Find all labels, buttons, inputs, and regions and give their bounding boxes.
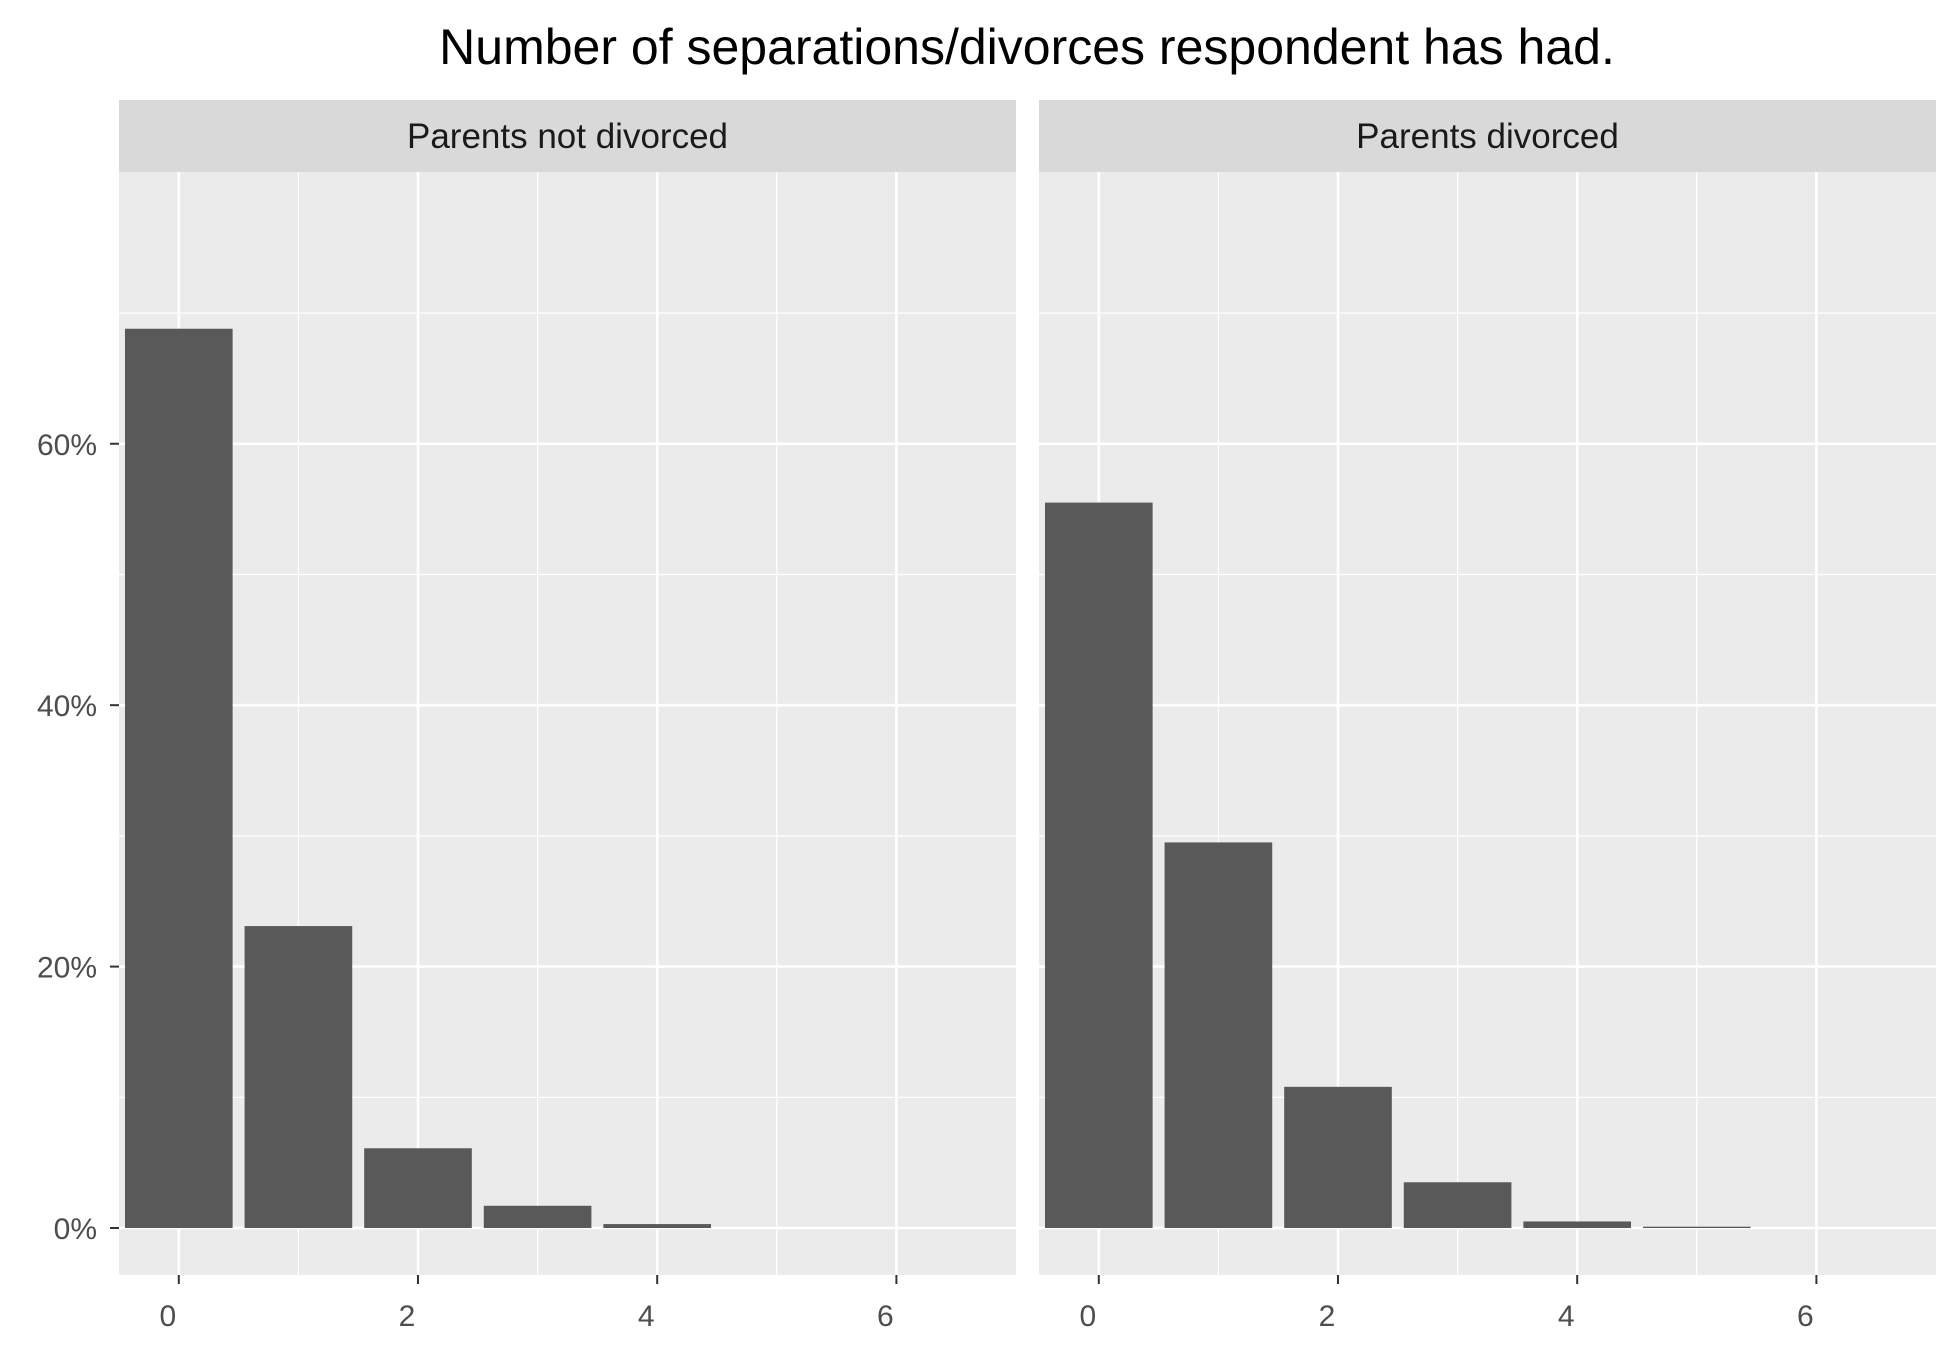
x-tick-label: 6	[877, 1300, 894, 1333]
x-tick-label: 2	[1319, 1300, 1336, 1333]
x-tick-label: 2	[399, 1300, 416, 1333]
facet-strip-label: Parents divorced	[1356, 117, 1619, 156]
panel-2: Parents divorced 0 2 4 6	[1039, 100, 1936, 1333]
chart-title: Number of separations/divorces responden…	[439, 19, 1615, 75]
x-tick-label: 0	[1079, 1300, 1096, 1333]
bar-0	[1044, 502, 1153, 1228]
facet-strip	[119, 100, 1016, 172]
y-tick-label: 0%	[54, 1213, 97, 1246]
x-tick-label: 6	[1797, 1300, 1814, 1333]
bar-3	[483, 1205, 592, 1228]
bar-4	[603, 1224, 712, 1228]
bar-2	[364, 1148, 472, 1228]
x-tick-label: 4	[1558, 1300, 1575, 1333]
x-tick-label: 0	[159, 1300, 176, 1333]
y-tick-label: 20%	[37, 952, 97, 985]
bar-3	[1403, 1182, 1512, 1228]
bar-2	[1284, 1086, 1392, 1228]
facet-strip	[1039, 100, 1936, 172]
bar-5	[1642, 1226, 1751, 1228]
facet-strip-label: Parents not divorced	[407, 117, 728, 156]
bar-0	[124, 328, 233, 1228]
bar-1	[244, 926, 353, 1228]
y-tick-label: 40%	[37, 690, 97, 723]
x-tick-label: 4	[638, 1300, 655, 1333]
y-tick-label: 60%	[37, 429, 97, 462]
bar-1	[1164, 842, 1273, 1228]
bar-4	[1523, 1221, 1632, 1228]
